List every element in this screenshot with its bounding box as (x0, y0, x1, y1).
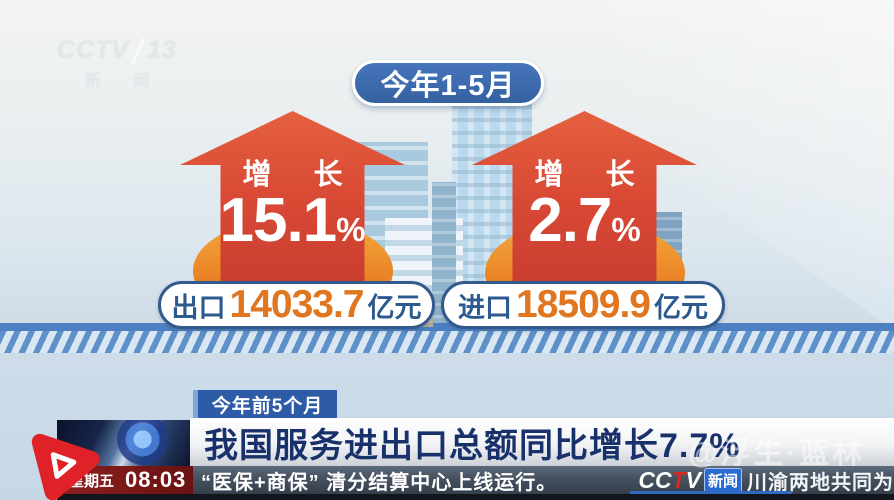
cctv-logo-text: CCTV (638, 466, 701, 493)
bottom-strip (57, 494, 894, 500)
channel-logo-number: 13 (147, 36, 177, 64)
growth-value: 15.1 (219, 186, 337, 255)
channel-logo-slash-icon (131, 37, 146, 64)
news-ticker: “医保+商保” 清分结算中心上线运行。 CCTV 新闻 川渝两地共同为 (193, 466, 894, 494)
percent-sign: % (336, 211, 366, 248)
amount-unit: 亿元 (653, 292, 708, 323)
category-label: 出口 (171, 292, 226, 323)
amount-value: 18509.9 (516, 283, 651, 326)
headline-text: 我国服务进出口总额同比增长7.7% (204, 426, 741, 465)
road-divider (0, 323, 894, 353)
play-logo-icon (22, 426, 106, 500)
cctv-news-logo: CCTV 新闻 川渝两地共同为 (638, 466, 894, 494)
ticker-next-item: 川渝两地共同为 (747, 471, 894, 494)
growth-label: 增 长 (534, 159, 652, 191)
headline-bar: 我国服务进出口总额同比增长7.7% (190, 418, 894, 466)
ticker-current-item: “医保+商保” 清分结算中心上线运行。 (201, 471, 558, 494)
clock-time: 08:03 (125, 467, 187, 492)
channel-watermark: CCTV 13 新 闻 (57, 36, 177, 91)
road-hatching (0, 331, 894, 353)
growth-label: 增 长 (242, 159, 360, 191)
banner-badge: 今年前5个月 (193, 390, 337, 418)
logo-underline (630, 491, 792, 494)
category-label: 进口 (458, 292, 512, 323)
percent-sign: % (611, 211, 641, 248)
news-badge: 新闻 (703, 467, 742, 493)
amount-unit: 亿元 (367, 292, 422, 323)
amount-value: 14033.7 (229, 283, 365, 326)
period-badge: 今年1-5月 (352, 60, 544, 106)
uploader-watermark: @浮生·蓝林 (688, 437, 866, 470)
growth-value: 2.7 (528, 186, 612, 255)
import-amount-pill: 进口 18509.9 亿元 (441, 281, 725, 329)
channel-logo-text: CCTV (57, 36, 130, 64)
road-line (0, 323, 894, 331)
channel-logo-subtitle: 新 闻 (84, 73, 164, 90)
export-amount-pill: 出口 14033.7 亿元 (158, 281, 435, 329)
